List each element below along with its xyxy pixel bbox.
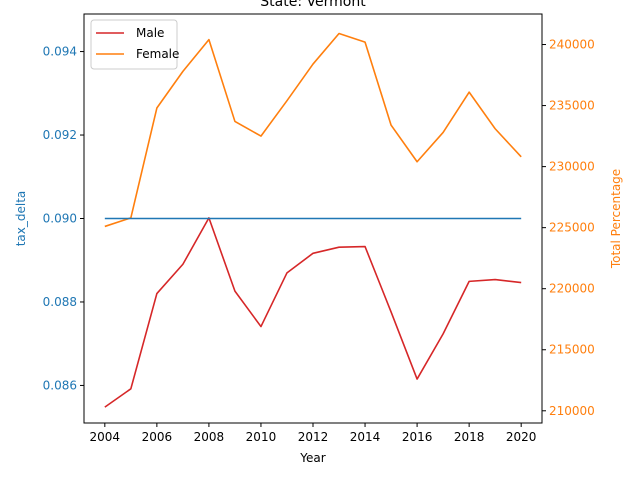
right-tick-label: 240000 — [549, 38, 595, 52]
left-tick-label: 0.092 — [43, 128, 77, 142]
series-line-male — [104, 217, 522, 408]
right-tick-label: 220000 — [549, 282, 595, 296]
left-axis-label: tax_delta — [14, 191, 28, 247]
series-line-female — [104, 32, 522, 228]
x-tick-label: 2020 — [506, 430, 537, 444]
x-tick-label: 2016 — [402, 430, 433, 444]
plot-frame — [83, 13, 543, 424]
left-tick-label: 0.088 — [43, 295, 77, 309]
series-layer — [104, 32, 522, 408]
right-tick-label: 225000 — [549, 221, 595, 235]
x-tick-label: 2018 — [454, 430, 485, 444]
x-tick-label: 2006 — [142, 430, 173, 444]
legend-label-male: Male — [136, 26, 164, 40]
right-tick-label: 235000 — [549, 99, 595, 113]
x-tick-label: 2008 — [194, 430, 225, 444]
left-tick-label: 0.094 — [43, 45, 77, 59]
x-tick-label: 2004 — [90, 430, 121, 444]
right-axis-label: Total Percentage — [609, 169, 623, 269]
axes-layer: 2004 2006 2008 2010 2012 2014 2016 2018 2020 0.08… — [43, 38, 595, 444]
left-tick-label: 0.086 — [43, 378, 77, 392]
left-tick-label: 0.090 — [43, 212, 77, 226]
legend-label-female: Female — [136, 47, 179, 61]
x-tick-label: 2010 — [246, 430, 277, 444]
x-axis-label: Year — [299, 451, 325, 465]
x-tick-label: 2014 — [350, 430, 381, 444]
right-tick-label: 210000 — [549, 404, 595, 418]
right-tick-label: 230000 — [549, 160, 595, 174]
x-tick-label: 2012 — [298, 430, 329, 444]
legend: Male Female — [90, 19, 179, 70]
chart-title: State: Vermont — [260, 0, 366, 10]
right-tick-label: 215000 — [549, 343, 595, 357]
